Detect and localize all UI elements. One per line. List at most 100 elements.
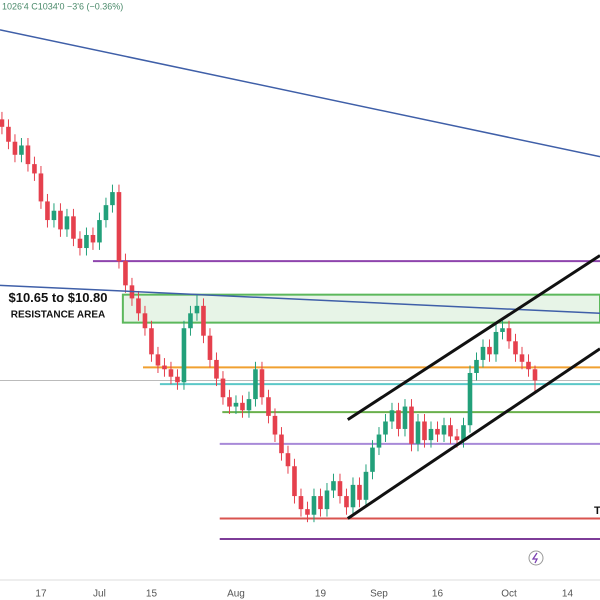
- candle-body: [51, 210, 57, 221]
- candle-body: [337, 481, 343, 497]
- x-tick-label: Jul: [93, 589, 106, 600]
- candle-body: [194, 305, 200, 314]
- candle-body: [6, 126, 11, 142]
- candle-body: [519, 354, 525, 362]
- candle-body: [64, 216, 70, 230]
- candle-body: [363, 471, 369, 500]
- candle-body: [201, 305, 206, 336]
- candle-body: [376, 434, 382, 448]
- candle-body: [506, 328, 512, 342]
- candle-body: [474, 359, 479, 373]
- candle-body: [136, 298, 141, 314]
- candle-body: [461, 425, 466, 441]
- x-tick-label: 17: [35, 589, 47, 600]
- candle-body: [435, 428, 440, 435]
- candle-body: [415, 421, 421, 444]
- candle-body: [467, 372, 473, 426]
- candle-body: [181, 328, 187, 383]
- candle-body: [45, 201, 50, 221]
- candle-body: [123, 261, 128, 286]
- x-tick-label: Aug: [227, 589, 245, 600]
- candle-body: [441, 425, 447, 435]
- candle-body: [220, 378, 226, 398]
- candle-body: [12, 141, 18, 155]
- trendline: [346, 254, 600, 421]
- candle-body: [500, 328, 505, 332]
- candle-body: [90, 234, 96, 243]
- candle-body: [103, 205, 109, 221]
- candle-body: [344, 496, 349, 508]
- candle-body: [175, 376, 180, 383]
- candle-body: [214, 359, 219, 379]
- candle-body: [357, 484, 362, 500]
- candle-body: [285, 453, 291, 467]
- candle-body: [318, 496, 323, 510]
- candle-body: [383, 421, 388, 435]
- trendline: [346, 347, 600, 520]
- candle-body: [350, 484, 356, 508]
- candle-body: [298, 496, 304, 510]
- x-tick-label: Oct: [501, 589, 517, 600]
- candle-body: [84, 234, 89, 249]
- candle-body: [396, 410, 401, 429]
- x-tick-label: 15: [146, 589, 158, 600]
- candle-body: [279, 434, 284, 454]
- annotation: T: [594, 505, 600, 517]
- zone-label: $10.65 to $10.80: [8, 290, 107, 305]
- candle-body: [292, 466, 297, 497]
- candle-body: [272, 415, 278, 435]
- candle-body: [331, 481, 336, 491]
- candle-body: [227, 397, 232, 407]
- candle-body: [454, 436, 460, 441]
- zone-label: RESISTANCE AREA: [11, 309, 105, 320]
- candle-body: [409, 406, 414, 444]
- candle-body: [259, 369, 265, 398]
- candle-body: [162, 365, 167, 370]
- candle-body: [0, 119, 5, 127]
- candle-body: [487, 346, 492, 355]
- candle-body: [38, 173, 44, 202]
- candle-body: [532, 369, 538, 381]
- x-tick-label: 19: [315, 589, 327, 600]
- candle-body: [58, 210, 63, 230]
- x-tick-label: Sep: [370, 589, 388, 600]
- candle-body: [110, 192, 115, 206]
- candle-body: [19, 145, 24, 155]
- candle-body: [428, 428, 434, 441]
- candle-body: [402, 406, 408, 429]
- candle-body: [526, 361, 531, 370]
- trendline: [0, 29, 600, 158]
- candle-body: [389, 410, 395, 422]
- candle-body: [253, 369, 258, 400]
- candle-body: [311, 496, 317, 515]
- candle-body: [305, 509, 310, 515]
- candle-body: [25, 145, 31, 165]
- candle-body: [266, 397, 271, 416]
- candle-body: [97, 220, 102, 243]
- candle-body: [370, 447, 375, 472]
- candle-body: [32, 164, 37, 174]
- alert-icon: [528, 550, 544, 566]
- candle-body: [77, 238, 83, 249]
- resistance-zone: [121, 293, 600, 324]
- ohlc-header: 1026'4 C1034'0 −3'6 (−0.36%): [2, 1, 123, 11]
- candle-body: [155, 354, 161, 366]
- candle-body: [116, 192, 122, 262]
- candle-body: [240, 402, 245, 411]
- candle-body: [324, 490, 330, 510]
- trendline: [0, 284, 600, 315]
- x-tick-label: 14: [562, 589, 574, 600]
- candle-body: [71, 216, 76, 239]
- candle-body: [246, 399, 252, 411]
- x-tick-label: 16: [432, 589, 444, 600]
- candle-body: [188, 313, 193, 329]
- candle-body: [233, 402, 239, 407]
- candle-body: [493, 331, 499, 355]
- candle-body: [168, 369, 174, 377]
- candle-body: [149, 328, 154, 355]
- candle-body: [448, 425, 453, 437]
- candle-body: [422, 421, 427, 441]
- candle-body: [480, 346, 486, 360]
- candle-body: [513, 341, 518, 355]
